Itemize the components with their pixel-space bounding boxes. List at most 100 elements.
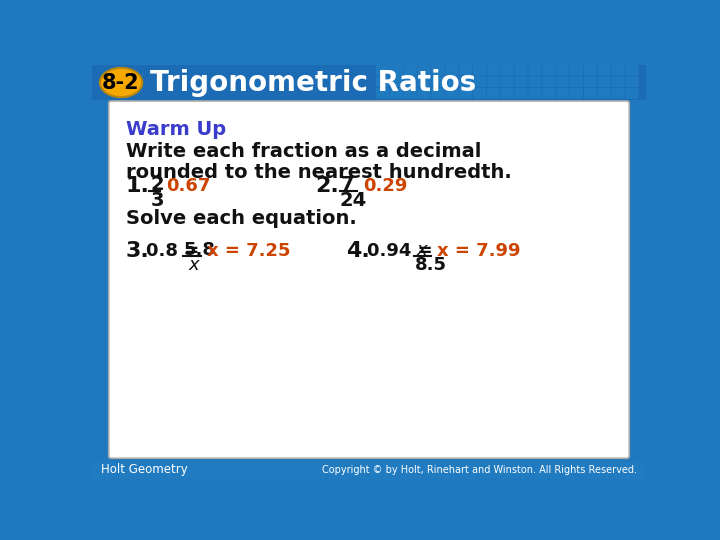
Text: 8.5: 8.5	[415, 256, 446, 274]
FancyBboxPatch shape	[382, 461, 395, 479]
FancyBboxPatch shape	[285, 461, 298, 479]
FancyBboxPatch shape	[598, 88, 611, 99]
FancyBboxPatch shape	[515, 88, 528, 99]
FancyBboxPatch shape	[618, 461, 631, 479]
FancyBboxPatch shape	[626, 65, 639, 76]
FancyBboxPatch shape	[598, 76, 611, 87]
FancyBboxPatch shape	[146, 461, 160, 479]
FancyBboxPatch shape	[376, 88, 389, 99]
FancyBboxPatch shape	[604, 461, 617, 479]
FancyBboxPatch shape	[459, 76, 472, 87]
Text: Holt Geometry: Holt Geometry	[101, 463, 188, 476]
Ellipse shape	[100, 68, 143, 97]
FancyBboxPatch shape	[534, 461, 548, 479]
Text: 3.: 3.	[126, 241, 150, 261]
FancyBboxPatch shape	[368, 461, 382, 479]
FancyBboxPatch shape	[570, 65, 583, 76]
FancyBboxPatch shape	[312, 461, 326, 479]
FancyBboxPatch shape	[376, 76, 389, 87]
Text: Trigonometric Ratios: Trigonometric Ratios	[150, 69, 476, 97]
Text: x: x	[416, 241, 426, 259]
FancyBboxPatch shape	[584, 88, 597, 99]
FancyBboxPatch shape	[500, 76, 514, 87]
Text: rounded to the nearest hundredth.: rounded to the nearest hundredth.	[126, 164, 511, 183]
FancyBboxPatch shape	[404, 76, 417, 87]
FancyBboxPatch shape	[487, 88, 500, 99]
FancyBboxPatch shape	[119, 461, 132, 479]
FancyBboxPatch shape	[418, 76, 431, 87]
FancyBboxPatch shape	[570, 88, 583, 99]
FancyBboxPatch shape	[626, 88, 639, 99]
FancyBboxPatch shape	[556, 76, 570, 87]
FancyBboxPatch shape	[528, 76, 541, 87]
FancyBboxPatch shape	[487, 65, 500, 76]
Text: 0.94 =: 0.94 =	[367, 242, 433, 260]
Text: 0.8 =: 0.8 =	[145, 242, 199, 260]
FancyBboxPatch shape	[354, 461, 367, 479]
FancyBboxPatch shape	[109, 101, 629, 458]
FancyBboxPatch shape	[271, 461, 284, 479]
Bar	[92, 459, 647, 481]
FancyBboxPatch shape	[216, 461, 229, 479]
Text: 0.29: 0.29	[363, 178, 408, 195]
FancyBboxPatch shape	[243, 461, 256, 479]
FancyBboxPatch shape	[549, 461, 562, 479]
FancyBboxPatch shape	[528, 88, 541, 99]
FancyBboxPatch shape	[418, 65, 431, 76]
FancyBboxPatch shape	[556, 88, 570, 99]
FancyBboxPatch shape	[174, 461, 187, 479]
FancyBboxPatch shape	[459, 88, 472, 99]
FancyBboxPatch shape	[584, 76, 597, 87]
FancyBboxPatch shape	[376, 65, 389, 76]
FancyBboxPatch shape	[570, 76, 583, 87]
FancyBboxPatch shape	[611, 76, 625, 87]
FancyBboxPatch shape	[515, 76, 528, 87]
FancyBboxPatch shape	[202, 461, 215, 479]
Text: 3: 3	[150, 191, 164, 210]
FancyBboxPatch shape	[132, 461, 145, 479]
FancyBboxPatch shape	[473, 76, 486, 87]
Text: 5.8: 5.8	[184, 241, 215, 259]
FancyBboxPatch shape	[230, 461, 243, 479]
FancyBboxPatch shape	[631, 461, 644, 479]
FancyBboxPatch shape	[257, 461, 271, 479]
FancyBboxPatch shape	[404, 65, 417, 76]
FancyBboxPatch shape	[327, 461, 340, 479]
FancyBboxPatch shape	[341, 461, 354, 479]
FancyBboxPatch shape	[611, 88, 625, 99]
FancyBboxPatch shape	[410, 461, 423, 479]
FancyBboxPatch shape	[404, 88, 417, 99]
FancyBboxPatch shape	[493, 461, 506, 479]
Text: 24: 24	[340, 191, 367, 210]
FancyBboxPatch shape	[500, 65, 514, 76]
FancyBboxPatch shape	[542, 65, 555, 76]
FancyBboxPatch shape	[459, 65, 472, 76]
FancyBboxPatch shape	[487, 76, 500, 87]
FancyBboxPatch shape	[418, 88, 431, 99]
FancyBboxPatch shape	[423, 461, 437, 479]
Text: 2.: 2.	[315, 177, 339, 197]
FancyBboxPatch shape	[431, 76, 444, 87]
Text: Copyright © by Holt, Rinehart and Winston. All Rights Reserved.: Copyright © by Holt, Rinehart and Winsto…	[322, 465, 637, 475]
FancyBboxPatch shape	[431, 88, 444, 99]
FancyBboxPatch shape	[590, 461, 603, 479]
FancyBboxPatch shape	[390, 65, 403, 76]
FancyBboxPatch shape	[562, 461, 575, 479]
FancyBboxPatch shape	[576, 461, 589, 479]
FancyBboxPatch shape	[598, 65, 611, 76]
Text: Write each fraction as a decimal: Write each fraction as a decimal	[126, 142, 481, 161]
FancyBboxPatch shape	[445, 88, 459, 99]
FancyBboxPatch shape	[465, 461, 478, 479]
FancyBboxPatch shape	[507, 461, 520, 479]
FancyBboxPatch shape	[431, 65, 444, 76]
FancyBboxPatch shape	[161, 461, 174, 479]
FancyBboxPatch shape	[445, 65, 459, 76]
Text: x = 7.99: x = 7.99	[437, 242, 521, 260]
FancyBboxPatch shape	[515, 65, 528, 76]
FancyBboxPatch shape	[105, 461, 118, 479]
FancyBboxPatch shape	[396, 461, 409, 479]
FancyBboxPatch shape	[479, 461, 492, 479]
FancyBboxPatch shape	[556, 65, 570, 76]
FancyBboxPatch shape	[500, 88, 514, 99]
Text: x: x	[188, 256, 199, 274]
